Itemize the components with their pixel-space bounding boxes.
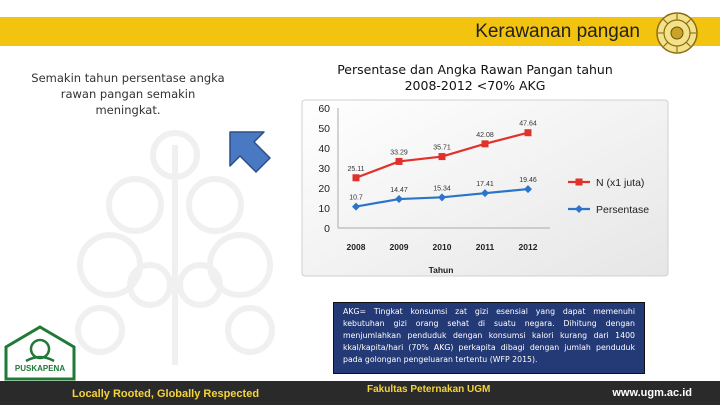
data-label: 35.71 <box>433 145 451 152</box>
logo-label: PUSKAPENA <box>14 364 66 373</box>
x-axis-label: Tahun <box>429 265 454 275</box>
x-tick-label: 2012 <box>519 242 538 252</box>
x-tick-label: 2011 <box>476 242 495 252</box>
header-gold-band <box>0 17 720 46</box>
y-tick-label: 30 <box>318 163 330 175</box>
data-label: 47.64 <box>519 121 537 128</box>
food-insecurity-chart: 0 10 20 30 40 50 60 2008 2009 2010 2011 2012 25.11… <box>301 99 669 277</box>
chart-title: Persentase dan Angka Rawan Pangan tahun … <box>337 62 613 93</box>
legend-label: N (x1 juta) <box>596 177 644 189</box>
chart-frame <box>301 99 669 277</box>
pointer-arrow-icon <box>229 131 271 173</box>
legend-label: Persentase <box>596 204 649 216</box>
y-tick-label: 10 <box>318 203 330 215</box>
y-tick-label: 40 <box>318 143 330 155</box>
data-label: 25.11 <box>348 166 365 173</box>
footer-url[interactable]: www.ugm.ac.id <box>612 387 692 399</box>
data-point <box>438 193 446 202</box>
data-point <box>395 195 403 204</box>
akg-definition-note: AKG= Tingkat konsumsi zat gizi esensial … <box>333 302 645 374</box>
data-label: 15.34 <box>433 185 451 192</box>
footer-faculty: Fakultas Peternakan UGM <box>367 384 491 395</box>
slide-title: Kerawanan pangan <box>475 21 640 42</box>
data-point <box>481 189 489 198</box>
footer-tagline: Locally Rooted, Globally Respected <box>72 388 260 400</box>
data-point <box>352 174 360 182</box>
data-point <box>524 185 532 194</box>
ugm-seal-icon <box>656 12 698 54</box>
data-point <box>438 153 446 161</box>
tree-watermark-icon <box>75 130 275 365</box>
header-bar <box>0 0 720 46</box>
data-point <box>524 129 532 137</box>
footer-bar <box>0 381 720 405</box>
data-label: 42.08 <box>476 132 494 139</box>
data-point <box>352 202 360 211</box>
y-tick-label: 60 <box>318 103 330 115</box>
data-label: 19.46 <box>519 177 537 184</box>
x-tick-label: 2010 <box>433 242 452 252</box>
x-tick-label: 2008 <box>347 242 366 252</box>
data-point <box>481 140 489 148</box>
y-tick-label: 0 <box>324 223 330 235</box>
y-tick-label: 20 <box>318 183 330 195</box>
data-label: 33.29 <box>390 149 408 156</box>
x-tick-label: 2009 <box>390 242 409 252</box>
data-point <box>395 157 403 165</box>
data-label: 10.7 <box>349 195 363 202</box>
y-tick-label: 50 <box>318 123 330 135</box>
data-label: 17.41 <box>476 181 494 188</box>
puskapena-logo-icon <box>4 325 76 381</box>
summary-statement: Semakin tahun persentase angka rawan pan… <box>31 71 225 117</box>
legend-marker <box>575 205 583 213</box>
data-label: 14.47 <box>390 187 408 194</box>
legend-marker <box>575 178 583 186</box>
